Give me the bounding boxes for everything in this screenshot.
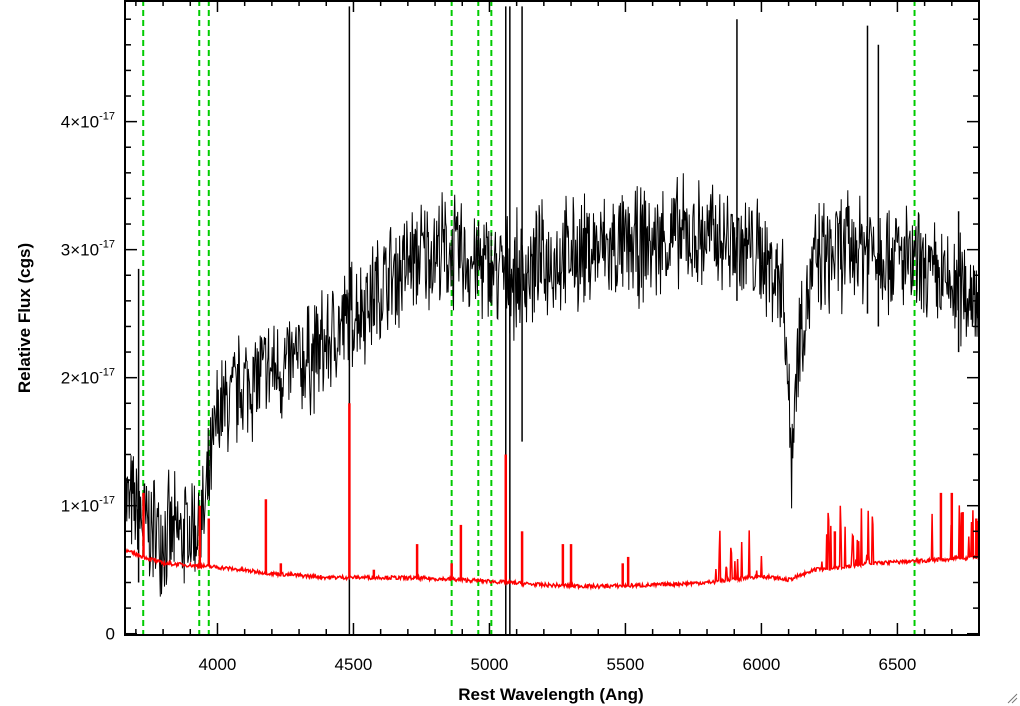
plot-frame <box>124 0 980 636</box>
x-axis-title: Rest Wavelength (Ang) <box>458 685 643 704</box>
x-tick-label: 4500 <box>335 655 373 674</box>
y-axis-title: Relative Flux (cgs) <box>15 243 34 393</box>
observed-spectrum-line <box>124 173 980 597</box>
y-tick-label: 4×10-17 <box>61 111 115 132</box>
emission-line-markers <box>142 0 916 635</box>
x-tick-label: 5000 <box>471 655 509 674</box>
y-tick-label: 2×10-17 <box>61 367 115 388</box>
y-tick-label: 1×10-17 <box>61 495 115 516</box>
x-tick-labels: 4000 4500 5000 5500 6000 6500 <box>199 655 917 674</box>
x-tick-label: 6500 <box>878 655 916 674</box>
axis-ticks <box>125 0 980 635</box>
y-tick-label: 3×10-17 <box>61 239 115 260</box>
spectrum-series <box>124 6 980 634</box>
resize-grip-icon[interactable] <box>1006 692 1018 704</box>
x-tick-label: 5500 <box>607 655 645 674</box>
y-tick-labels: 0 1×10-17 2×10-17 3×10-17 4×10-17 <box>61 111 115 644</box>
y-tick-label: 0 <box>106 625 115 644</box>
x-tick-label: 4000 <box>199 655 237 674</box>
sky-spectrum-line <box>124 505 980 591</box>
x-tick-label: 6000 <box>743 655 781 674</box>
